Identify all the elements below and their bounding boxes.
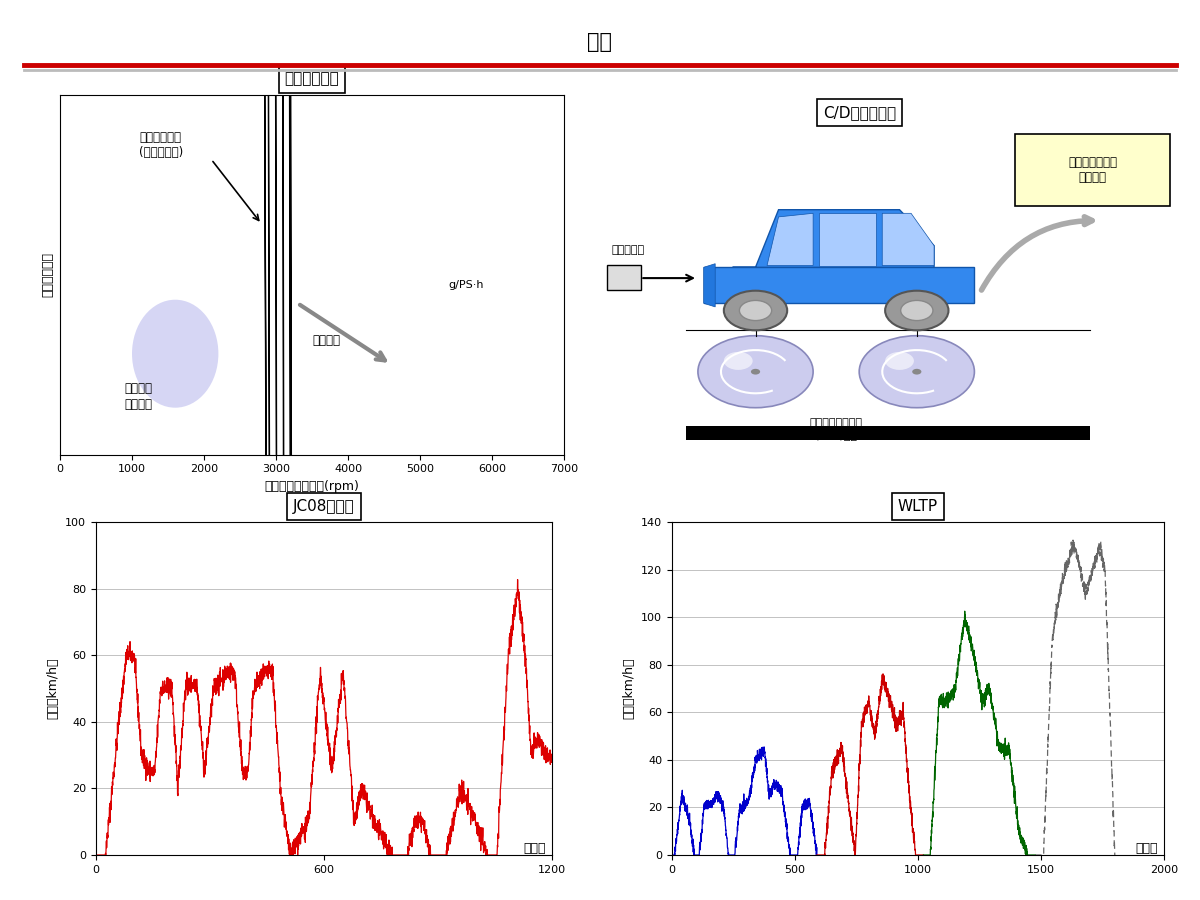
Text: C/Dモード試験: C/Dモード試験 [823,105,895,121]
Circle shape [901,301,932,320]
Text: （秒）: （秒） [523,842,546,855]
FancyBboxPatch shape [1015,134,1170,206]
Circle shape [912,369,922,374]
Text: 燃費・排出ガス
分析装置: 燃費・排出ガス 分析装置 [1068,156,1117,184]
Polygon shape [882,213,934,266]
Title: JC08モード: JC08モード [293,499,355,514]
Circle shape [751,369,760,374]
Text: 一般路の
運転領域: 一般路の 運転領域 [125,382,152,410]
Circle shape [886,291,948,330]
Y-axis label: 車速（km/h）: 車速（km/h） [623,658,636,719]
Polygon shape [732,210,934,267]
Polygon shape [703,264,715,307]
Polygon shape [818,213,876,266]
Polygon shape [229,0,301,900]
Title: 燃費率マップ: 燃費率マップ [284,71,340,86]
Text: （秒）: （秒） [1135,842,1158,855]
Title: WLTP: WLTP [898,499,938,514]
Ellipse shape [132,300,218,408]
X-axis label: エンジン回転速度(rpm): エンジン回転速度(rpm) [264,480,360,493]
FancyBboxPatch shape [607,265,642,290]
Circle shape [724,291,787,330]
FancyBboxPatch shape [686,426,1090,440]
Text: 車両冷却風: 車両冷却風 [612,245,644,255]
Text: 燃費最良領域
(燃費の目玉): 燃費最良領域 (燃費の目玉) [139,131,184,159]
Text: 燃費良化: 燃費良化 [312,334,340,346]
Text: 燃費: 燃費 [588,32,612,51]
Circle shape [698,336,814,408]
Y-axis label: エンジン負荷: エンジン負荷 [42,252,54,297]
Circle shape [886,352,914,370]
Circle shape [724,352,752,370]
Circle shape [859,336,974,408]
Y-axis label: 車速（km/h）: 車速（km/h） [47,658,60,719]
Text: g/PS·h: g/PS·h [449,280,485,291]
Text: シャシーダイナモ
(C/D)装置: シャシーダイナモ (C/D)装置 [810,418,863,440]
Polygon shape [703,267,974,303]
Circle shape [739,301,772,320]
Polygon shape [767,213,814,266]
